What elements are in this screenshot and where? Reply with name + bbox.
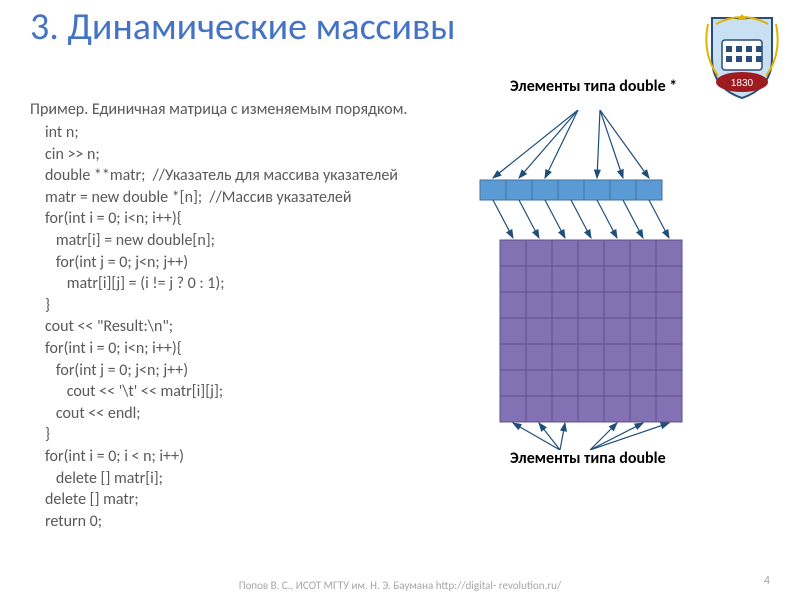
page-number: 4 [764,574,770,588]
example-subtitle: Пример. Единичная матрица с изменяемым п… [30,100,407,119]
label-double-star: Элементы типа double * [510,78,677,96]
label-double: Элементы типа double [510,450,666,468]
slide-footer: Попов В. С., ИСОТ МГТУ им. Н. Э. Баумана… [0,579,800,592]
slide-title: 3. Динамические массивы [30,8,456,48]
university-crest: 1830 [702,10,782,100]
code-listing: int n; cin >> n; double **matr; //Указат… [45,122,398,532]
svg-text:1830: 1830 [731,78,754,89]
memory-diagram [470,110,770,450]
